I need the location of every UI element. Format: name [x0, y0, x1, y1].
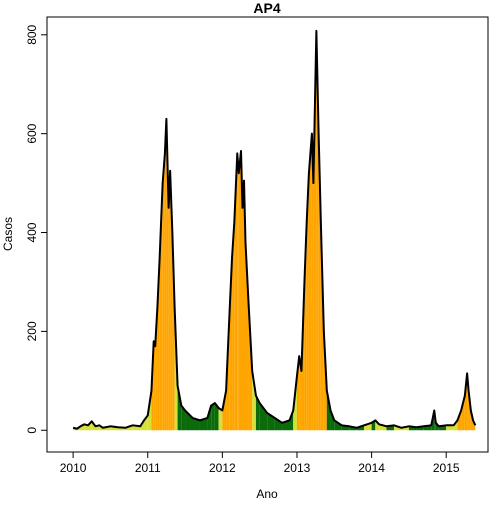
area-segment	[306, 173, 309, 431]
y-tick-label: 600	[25, 123, 39, 143]
line	[72, 29, 477, 430]
area-segment	[259, 403, 268, 431]
area-segment	[168, 170, 171, 431]
area-segment	[199, 417, 208, 431]
area-segment	[214, 403, 219, 431]
x-tick-label: 2013	[284, 461, 311, 475]
area-segment	[232, 222, 235, 431]
x-tick-label: 2014	[358, 461, 385, 475]
chart-title: AP4	[253, 0, 280, 16]
area-segment	[153, 341, 156, 431]
area-segment	[274, 417, 283, 431]
area-segment	[311, 133, 314, 431]
x-tick-label: 2012	[209, 461, 236, 475]
x-axis-label: Ano	[256, 487, 278, 501]
area-segment	[375, 420, 380, 431]
x-tick-label: 2010	[60, 461, 87, 475]
area-segment	[255, 395, 260, 431]
area-segment	[177, 385, 182, 431]
area-segment	[242, 180, 244, 431]
x-tick-label: 2011	[135, 461, 161, 475]
area-segment	[313, 30, 317, 431]
area-segment	[238, 150, 242, 431]
area-segment	[144, 415, 148, 431]
area-segment	[185, 410, 193, 431]
area-segment	[334, 420, 342, 431]
area-segment	[461, 395, 465, 431]
area-segment	[164, 118, 167, 431]
area-segment	[192, 417, 200, 431]
area-segment	[162, 153, 165, 431]
area-segment	[252, 370, 256, 431]
y-tick-label: 0	[25, 427, 39, 434]
y-tick-label: 200	[25, 321, 39, 341]
area-segment	[181, 405, 186, 431]
area-segment	[446, 425, 454, 431]
area-segment	[299, 356, 302, 431]
area-segment	[237, 153, 239, 431]
plot-frame	[46, 16, 489, 453]
y-axis-label: Casos	[1, 217, 15, 251]
area-segment	[211, 403, 215, 431]
x-tick-label: 2015	[433, 461, 460, 475]
area-segment	[241, 150, 243, 431]
y-tick-label: 800	[25, 24, 39, 44]
y-tick-label: 400	[25, 222, 39, 242]
area-segment	[308, 133, 312, 431]
area-segment	[218, 408, 223, 431]
